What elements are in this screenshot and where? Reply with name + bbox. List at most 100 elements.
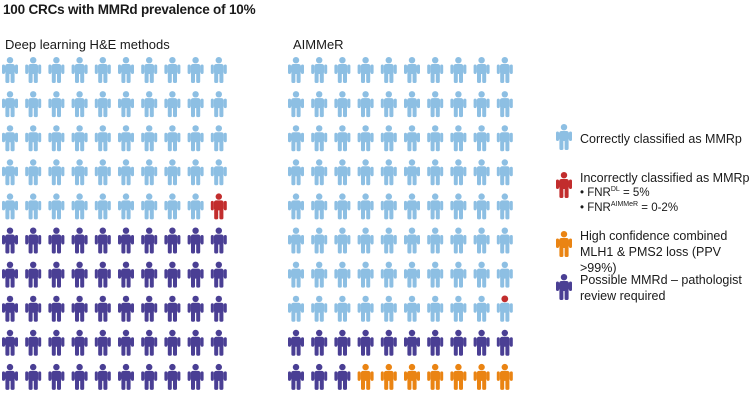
person-icon	[2, 261, 18, 288]
person-icon	[357, 261, 374, 288]
person-icon	[473, 261, 490, 288]
person-icon	[450, 261, 467, 288]
legend-label-high-confidence-line2: MLH1 & PMS2 loss (PPV >99%)	[580, 245, 722, 275]
person-icon	[118, 295, 134, 322]
person-icon	[334, 227, 351, 254]
person-icon	[357, 159, 374, 186]
person-icon	[496, 91, 513, 118]
person-icon	[334, 329, 351, 356]
person-icon	[164, 125, 181, 152]
person-icon	[357, 125, 374, 152]
person-icon	[71, 193, 88, 220]
person-icon	[496, 125, 513, 152]
person-icon	[311, 363, 328, 390]
person-icon	[25, 57, 42, 83]
person-icon	[404, 329, 420, 356]
person-icon	[334, 57, 351, 83]
person-icon	[210, 363, 227, 390]
person-icon	[94, 329, 111, 356]
person-icon	[118, 261, 134, 288]
person-icon	[141, 57, 158, 83]
person-icon	[496, 261, 513, 288]
person-icon	[450, 91, 467, 118]
person-icon	[2, 227, 18, 254]
person-icon	[2, 125, 18, 152]
person-icon	[118, 227, 134, 254]
person-icon	[311, 57, 328, 83]
person-icon	[164, 227, 181, 254]
person-icon	[164, 295, 181, 322]
person-icon	[427, 261, 444, 288]
person-icon	[473, 91, 490, 118]
person-icon	[311, 91, 328, 118]
person-icon	[357, 91, 374, 118]
person-icon	[164, 91, 181, 118]
person-icon	[380, 91, 397, 118]
person-icon	[187, 91, 204, 118]
person-icon	[473, 363, 490, 390]
person-icon-orange	[556, 231, 572, 257]
person-icon	[118, 193, 134, 220]
person-icon	[187, 261, 204, 288]
person-icon	[288, 57, 304, 83]
person-icon	[2, 363, 18, 390]
person-icon	[473, 295, 490, 322]
person-icon	[357, 57, 374, 83]
person-icon	[141, 159, 158, 186]
person-icon	[118, 91, 134, 118]
legend: Correctly classified as MMRp Incorrectly…	[552, 0, 750, 400]
person-icon	[164, 57, 181, 83]
person-icon	[48, 91, 65, 118]
person-icon	[334, 125, 351, 152]
person-icon	[311, 193, 328, 220]
person-icon	[404, 261, 420, 288]
panel-title-deep-learning: Deep learning H&E methods	[5, 37, 170, 52]
icon-grid-aimmer	[288, 57, 524, 397]
person-icon	[25, 91, 42, 118]
person-icon	[288, 363, 304, 390]
person-icon	[94, 227, 111, 254]
person-icon	[118, 329, 134, 356]
person-icon	[94, 91, 111, 118]
person-icon	[357, 329, 374, 356]
person-icon	[311, 329, 328, 356]
person-icon	[380, 227, 397, 254]
person-icon	[164, 159, 181, 186]
person-icon	[311, 261, 328, 288]
person-icon	[187, 159, 204, 186]
person-icon	[427, 295, 444, 322]
person-icon	[334, 261, 351, 288]
person-icon	[187, 363, 204, 390]
person-icon	[473, 159, 490, 186]
person-icon	[141, 363, 158, 390]
person-icon	[380, 295, 397, 322]
legend-label-possible-mmrd-line1: Possible MMRd – pathologist	[580, 273, 742, 287]
person-icon	[94, 125, 111, 152]
person-icon	[118, 125, 134, 152]
person-icon	[71, 261, 88, 288]
person-icon	[164, 363, 181, 390]
person-icon	[427, 159, 444, 186]
person-icon	[164, 193, 181, 220]
person-icon	[288, 125, 304, 152]
person-icon	[496, 57, 513, 83]
person-icon	[450, 295, 467, 322]
person-icon	[94, 261, 111, 288]
person-icon	[380, 193, 397, 220]
person-icon	[427, 363, 444, 390]
legend-label-possible-mmrd-line2: review required	[580, 289, 666, 303]
person-icon	[450, 193, 467, 220]
person-icon-light-blue	[556, 124, 572, 150]
person-icon	[141, 261, 158, 288]
person-icon	[311, 227, 328, 254]
person-icon	[496, 159, 513, 186]
person-icon	[94, 159, 111, 186]
person-icon	[71, 91, 88, 118]
person-icon	[2, 159, 18, 186]
fnr-dl-line: • FNRDL = 5%	[580, 186, 650, 199]
person-icon	[48, 261, 65, 288]
person-icon	[357, 363, 374, 390]
person-icon	[404, 57, 420, 83]
person-icon	[450, 159, 467, 186]
person-icon	[2, 57, 18, 83]
